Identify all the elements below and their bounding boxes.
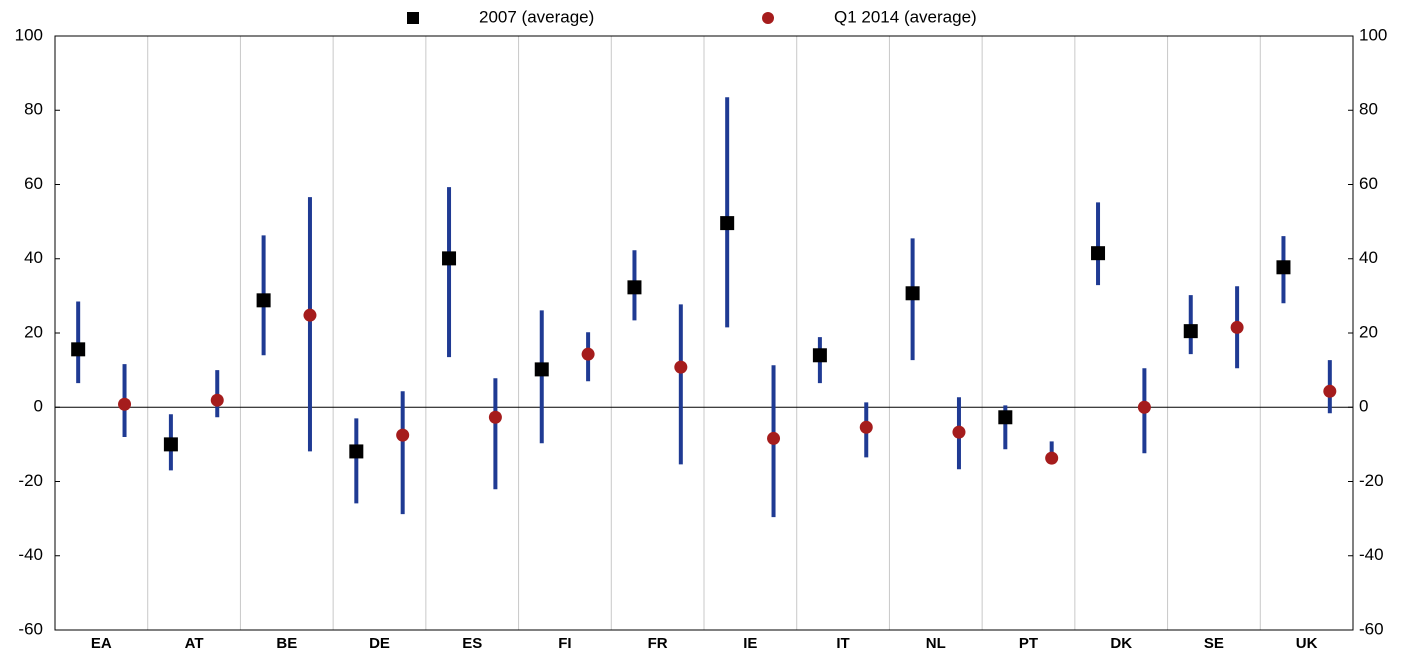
point-circle xyxy=(118,397,132,411)
point-square xyxy=(349,444,364,459)
legend-label: 2007 (average) xyxy=(479,7,594,26)
y2-tick-label: 100 xyxy=(1359,25,1387,44)
x-tick-label: ES xyxy=(462,635,482,652)
y2-tick-label: -60 xyxy=(1359,619,1384,638)
y-tick-label: 60 xyxy=(24,174,43,193)
point-circle xyxy=(1323,384,1337,398)
x-tick-label: IT xyxy=(836,635,849,652)
point-square xyxy=(1276,260,1291,275)
point-circle xyxy=(1137,400,1151,414)
point-circle xyxy=(859,420,873,434)
point-square xyxy=(1091,246,1106,261)
y-tick-label: -20 xyxy=(18,471,43,490)
y-tick-label: 0 xyxy=(34,397,43,416)
x-tick-label: SE xyxy=(1204,635,1224,652)
y2-tick-label: 60 xyxy=(1359,174,1378,193)
point-circle xyxy=(1045,451,1059,465)
point-square xyxy=(256,293,271,308)
point-circle xyxy=(581,347,595,361)
x-tick-label: DE xyxy=(369,635,390,652)
x-tick-label: NL xyxy=(926,635,946,652)
point-circle xyxy=(952,425,966,439)
y-tick-label: 100 xyxy=(15,25,43,44)
y2-tick-label: 0 xyxy=(1359,397,1368,416)
y-tick-label: -60 xyxy=(18,619,43,638)
y-tick-label: 40 xyxy=(24,248,43,267)
point-circle xyxy=(396,428,410,442)
point-square xyxy=(442,251,457,266)
point-square xyxy=(812,348,827,363)
point-square xyxy=(534,362,549,377)
y2-tick-label: -20 xyxy=(1359,471,1384,490)
point-square xyxy=(998,410,1013,425)
point-square xyxy=(163,437,178,452)
legend-label: Q1 2014 (average) xyxy=(834,7,977,26)
legend-marker xyxy=(762,12,774,24)
point-circle xyxy=(488,410,502,424)
point-circle xyxy=(210,393,224,407)
point-circle xyxy=(303,308,317,322)
y2-tick-label: -40 xyxy=(1359,545,1384,564)
x-tick-label: IE xyxy=(743,635,757,652)
x-tick-label: BE xyxy=(276,635,297,652)
x-tick-label: FI xyxy=(558,635,571,652)
y2-tick-label: 40 xyxy=(1359,248,1378,267)
point-square xyxy=(905,286,920,301)
point-square xyxy=(720,216,735,231)
point-circle xyxy=(674,360,688,374)
point-square xyxy=(71,342,86,357)
point-circle xyxy=(767,431,781,445)
y2-tick-label: 80 xyxy=(1359,100,1378,119)
x-tick-label: PT xyxy=(1019,635,1038,652)
point-circle xyxy=(1230,320,1244,334)
legend-marker xyxy=(407,12,419,24)
point-square xyxy=(1183,324,1198,339)
x-tick-label: EA xyxy=(91,635,112,652)
x-tick-label: AT xyxy=(185,635,204,652)
x-tick-label: UK xyxy=(1296,635,1318,652)
y-tick-label: 80 xyxy=(24,100,43,119)
x-tick-label: DK xyxy=(1110,635,1132,652)
y-tick-label: -40 xyxy=(18,545,43,564)
x-tick-label: FR xyxy=(648,635,668,652)
y2-tick-label: 20 xyxy=(1359,322,1378,341)
point-square xyxy=(627,280,642,295)
y-tick-label: 20 xyxy=(24,322,43,341)
